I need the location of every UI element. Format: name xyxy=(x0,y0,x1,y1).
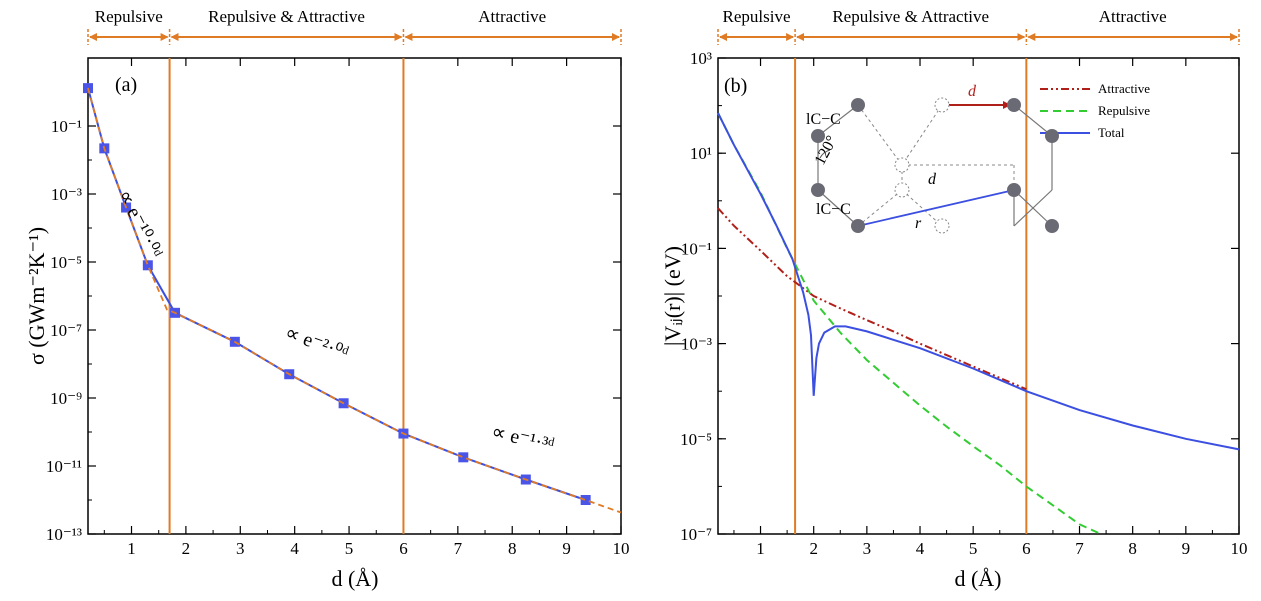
y-tick-label: 10⁻¹ xyxy=(681,239,712,258)
inset-label-d-mid: d xyxy=(928,171,937,188)
legend-label-total: Total xyxy=(1098,125,1125,140)
y-tick-label: 10⁻³ xyxy=(681,335,712,354)
x-axis-label-a: d (Å) xyxy=(331,566,378,591)
x-tick-label: 9 xyxy=(562,539,571,558)
plot-frame-a xyxy=(87,57,622,535)
ticks-b: 1 2 3 4 5 6 7 8 9 10 10⁻⁷ 10⁻⁵ 10⁻³ 10⁻¹ 10¹ 10³ xyxy=(680,49,1247,558)
y-tick-label: 10⁻⁵ xyxy=(680,430,712,449)
x-tick-label: 2 xyxy=(809,539,818,558)
series-line-total xyxy=(717,112,1240,451)
inset-label-lcc-top: lC−C xyxy=(806,111,841,128)
y-tick-label: 10⁻⁷ xyxy=(680,525,712,544)
region-label: Repulsive xyxy=(95,7,163,26)
inset-r-line xyxy=(857,189,1015,227)
y-axis-label-a: σ (GWm⁻²K⁻¹) xyxy=(24,227,49,365)
data-point xyxy=(458,452,469,463)
panel-b: Repulsive Repulsive & Attractive Attractiv… xyxy=(660,7,1248,591)
panel-a: Repulsive Repulsive & Attractive Attractiv… xyxy=(24,7,630,591)
region-label: Attractive xyxy=(478,7,546,26)
fit-annotation: ∝ e⁻¹⁰·⁰ᵈ xyxy=(113,186,166,262)
x-tick-label: 3 xyxy=(236,539,245,558)
x-tick-label: 5 xyxy=(345,539,354,558)
annotations-a: ∝ e⁻¹⁰·⁰ᵈ ∝ e⁻²·⁰ᵈ ∝ e⁻¹·³ᵈ xyxy=(113,186,556,456)
series-fit-line xyxy=(87,87,622,514)
inset-atom xyxy=(894,157,910,173)
x-tick-label: 10 xyxy=(1231,539,1248,558)
x-tick-label: 6 xyxy=(399,539,408,558)
inset-atom xyxy=(851,98,865,112)
inset-atom xyxy=(811,129,825,143)
region-label: Attractive xyxy=(1099,7,1167,26)
x-tick-label: 7 xyxy=(454,539,463,558)
legend-label-attractive: Attractive xyxy=(1098,81,1150,96)
inset-atom xyxy=(1045,129,1059,143)
x-tick-label: 3 xyxy=(863,539,872,558)
y-axis-label-b: |Vᵢⱼ(r)| (eV) xyxy=(660,246,685,346)
x-tick-label: 2 xyxy=(182,539,191,558)
x-tick-label: 10 xyxy=(613,539,630,558)
y-tick-label: 10⁻¹¹ xyxy=(46,457,82,476)
inset-atom xyxy=(1007,183,1021,197)
series-line-attractive xyxy=(717,207,1027,391)
inset-label-d-top: d xyxy=(968,83,977,100)
data-point xyxy=(142,260,153,271)
x-tick-label: 1 xyxy=(756,539,765,558)
inset-atom xyxy=(811,183,825,197)
x-tick-label: 8 xyxy=(508,539,517,558)
region-bar-a: Repulsive Repulsive & Attractive Attractiv… xyxy=(87,7,622,45)
inset-solid-lattice xyxy=(817,104,1053,227)
x-tick-label: 1 xyxy=(127,539,136,558)
fit-annotation: ∝ e⁻¹·³ᵈ xyxy=(489,421,556,457)
region-label: Repulsive & Attractive xyxy=(832,7,989,26)
graphene-inset: d d lC−C lC−C 120° r xyxy=(806,83,1059,234)
region-label: Repulsive & Attractive xyxy=(208,7,365,26)
inset-atom xyxy=(934,97,950,113)
x-tick-label: 7 xyxy=(1075,539,1084,558)
region-bar-b: Repulsive Repulsive & Attractive Attractiv… xyxy=(717,7,1240,45)
ticks-a: 1 2 3 4 5 6 7 8 9 10 10⁻¹³ 10⁻¹¹ 10⁻⁹ 10⁻⁷ 10⁻⁵ 10⁻³ 10⁻… xyxy=(46,57,630,558)
inset-atom xyxy=(894,182,910,198)
inset-label-r: r xyxy=(915,215,922,232)
inset-label-lcc-bottom: lC−C xyxy=(816,201,851,218)
panel-label-a: (a) xyxy=(115,74,137,96)
x-axis-label-b: d (Å) xyxy=(954,566,1001,591)
data-point xyxy=(580,495,591,505)
y-tick-label: 10⁻¹ xyxy=(51,117,82,136)
x-tick-label: 5 xyxy=(969,539,978,558)
inset-atom xyxy=(1045,219,1059,233)
fit-annotation: ∝ e⁻²·⁰ᵈ xyxy=(282,322,351,365)
plot-frame-b xyxy=(717,57,1240,535)
y-tick-label: 10⁻³ xyxy=(51,185,82,204)
inset-angle-arc xyxy=(819,149,831,159)
y-tick-label: 10¹ xyxy=(690,144,712,163)
y-tick-label: 10³ xyxy=(690,49,712,68)
region-label: Repulsive xyxy=(723,7,791,26)
y-tick-label: 10⁻¹³ xyxy=(46,525,82,544)
series-b xyxy=(717,58,1240,535)
legend-label-repulsive: Repulsive xyxy=(1098,103,1150,118)
x-tick-label: 8 xyxy=(1128,539,1137,558)
x-tick-label: 6 xyxy=(1022,539,1031,558)
inset-atom xyxy=(851,219,865,233)
y-tick-label: 10⁻⁷ xyxy=(50,321,82,340)
x-tick-label: 9 xyxy=(1182,539,1191,558)
legend-b: Attractive Repulsive Total xyxy=(1040,81,1150,140)
panel-label-b: (b) xyxy=(724,75,747,97)
series-line-repulsive xyxy=(717,112,1102,535)
y-tick-label: 10⁻⁹ xyxy=(50,389,82,408)
x-tick-label: 4 xyxy=(290,539,299,558)
y-tick-label: 10⁻⁵ xyxy=(50,253,82,272)
series-a xyxy=(83,58,622,534)
x-tick-label: 4 xyxy=(916,539,925,558)
inset-atom xyxy=(1007,98,1021,112)
inset-atom xyxy=(934,218,950,234)
